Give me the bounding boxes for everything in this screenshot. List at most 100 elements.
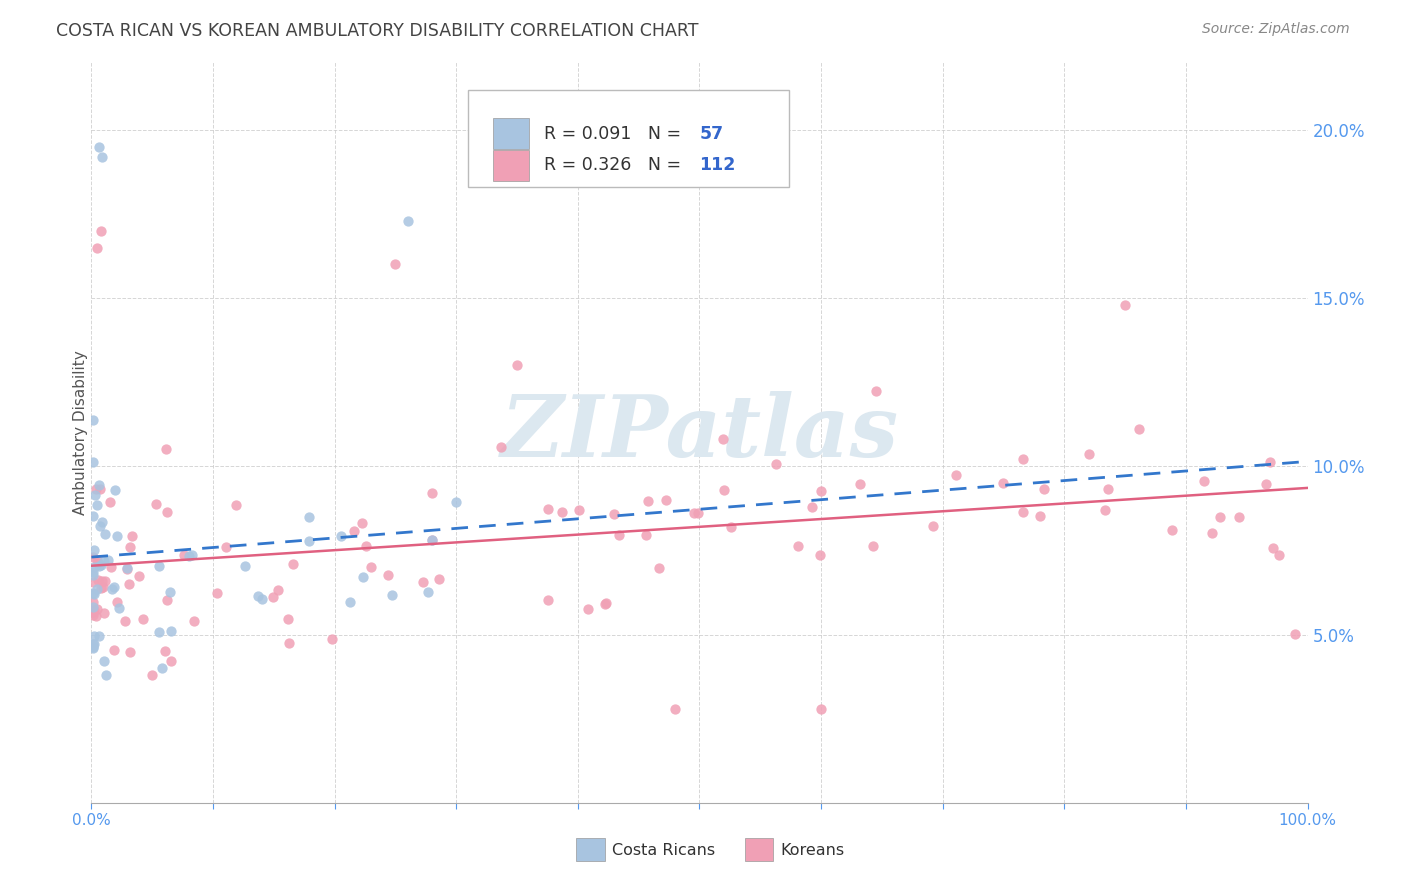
Point [595,597,617,611]
Y-axis label: Ambulatory Disability: Ambulatory Disability [73,351,87,515]
Point [1227,510,1250,524]
Point [576,602,599,616]
Point [156,505,179,519]
Point [945,467,967,482]
Point [93,655,115,669]
Point [83,543,105,558]
Point [1033,482,1056,496]
Point [90,515,112,529]
Point [115,562,138,576]
Point [155,644,177,658]
Point [808,548,831,562]
Point [1078,447,1101,461]
Point [90,558,112,572]
Point [82,595,104,609]
Point [86,482,108,496]
Point [83,629,105,643]
Point [183,614,205,628]
Point [173,548,195,562]
Point [339,594,361,608]
Point [91,580,114,594]
Point [94,574,117,589]
Point [82,565,104,579]
Point [83,560,105,574]
Point [416,584,439,599]
Text: COSTA RICAN VS KOREAN AMBULATORY DISABILITY CORRELATION CHART: COSTA RICAN VS KOREAN AMBULATORY DISABIL… [56,22,699,40]
Point [1254,476,1277,491]
Point [1201,526,1223,541]
Point [86,609,108,624]
Point [128,569,150,583]
Point [250,591,273,606]
Point [1128,422,1150,436]
Point [86,582,108,596]
Point [89,629,111,643]
Point [86,552,108,566]
Point [412,574,434,589]
Point [87,477,110,491]
Point [298,533,321,548]
Point [595,597,617,611]
Point [141,668,163,682]
Point [120,540,142,554]
Point [281,557,304,571]
Point [1114,298,1136,312]
Point [607,528,630,542]
Point [114,614,136,628]
Point [682,506,704,520]
Point [91,150,114,164]
Point [384,257,406,271]
Point [105,529,128,543]
Point [82,508,104,523]
Point [89,519,111,533]
Point [118,645,141,659]
Text: ZIPatlas: ZIPatlas [501,391,898,475]
Point [100,559,122,574]
Point [420,533,443,547]
Point [350,516,373,531]
Point [131,612,153,626]
Point [214,540,236,554]
Point [121,529,143,543]
Point [105,595,128,609]
Text: 57: 57 [699,125,724,143]
Point [396,213,419,227]
Point [648,561,671,575]
Point [991,476,1014,491]
Point [87,556,110,570]
Point [810,701,832,715]
FancyBboxPatch shape [492,150,529,181]
Point [720,519,742,533]
Point [82,605,104,619]
Point [849,477,872,491]
Point [1011,505,1033,519]
Point [93,606,115,620]
Point [654,493,676,508]
Point [352,570,374,584]
Text: R = 0.326   N =: R = 0.326 N = [544,156,686,174]
Point [83,488,105,502]
Point [360,560,382,574]
Point [266,583,288,598]
Point [810,484,832,499]
Point [636,528,658,542]
Point [921,519,943,533]
Point [1029,509,1052,524]
Point [90,581,112,595]
Point [1284,627,1306,641]
Point [82,608,104,623]
Point [1012,451,1035,466]
Point [603,507,626,521]
Point [82,586,104,600]
Point [247,589,270,603]
Point [862,539,884,553]
Point [262,591,284,605]
Text: Costa Ricans: Costa Ricans [612,843,714,857]
Point [381,589,404,603]
Point [159,624,181,638]
Point [356,539,378,553]
Point [551,505,574,519]
Point [82,640,104,654]
Point [150,661,173,675]
Point [148,624,170,639]
